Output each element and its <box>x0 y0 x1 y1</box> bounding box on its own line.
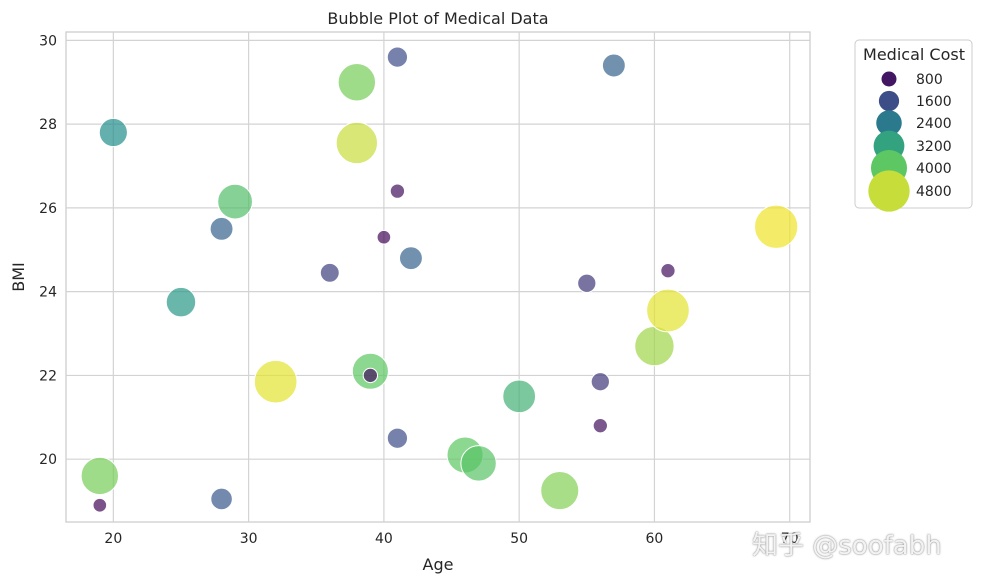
data-bubble <box>590 372 610 392</box>
legend-label: 3200 <box>916 139 952 155</box>
data-bubble <box>217 183 253 220</box>
x-tick-labels: 20 30 40 50 60 70 <box>104 531 798 547</box>
legend-label: 800 <box>916 72 943 88</box>
data-bubble <box>577 273 597 293</box>
legend-marker <box>876 110 902 136</box>
x-tick-label: 30 <box>240 531 258 547</box>
y-tick-labels: 20 22 24 26 28 30 <box>39 33 57 468</box>
legend-title: Medical Cost <box>863 45 965 64</box>
data-bubble <box>398 246 423 271</box>
data-bubble <box>386 427 409 449</box>
data-bubble <box>754 204 799 249</box>
data-bubble <box>460 445 497 482</box>
legend-label: 4800 <box>916 184 952 200</box>
data-bubble <box>253 359 298 404</box>
data-bubble <box>660 263 676 279</box>
data-bubble <box>165 286 197 318</box>
data-bubble <box>540 471 580 511</box>
y-axis-label: BMI <box>9 262 28 292</box>
data-bubble <box>389 183 406 199</box>
data-bubble <box>376 229 392 245</box>
data-bubble <box>210 487 233 511</box>
y-tick-label: 22 <box>39 368 57 384</box>
data-bubble <box>646 288 690 333</box>
data-bubble <box>92 497 108 513</box>
legend-marker <box>881 71 897 87</box>
y-tick-label: 28 <box>39 117 57 133</box>
data-bubble <box>319 262 340 283</box>
y-tick-label: 24 <box>39 285 57 301</box>
data-bubble <box>337 63 377 102</box>
x-tick-label: 40 <box>375 531 393 547</box>
bubbles <box>80 46 799 513</box>
legend-label: 4000 <box>916 161 952 177</box>
y-tick-label: 30 <box>39 33 57 49</box>
data-bubble <box>386 46 409 68</box>
data-bubble <box>502 379 537 414</box>
data-bubble <box>592 418 608 434</box>
watermark: 知乎 @soofabh <box>752 531 942 561</box>
data-bubble <box>209 216 234 241</box>
y-tick-label: 20 <box>39 452 57 468</box>
data-bubble <box>98 117 128 148</box>
data-bubble <box>601 53 626 78</box>
x-tick-label: 60 <box>646 531 664 547</box>
data-bubble <box>80 456 120 496</box>
data-bubble <box>362 367 379 384</box>
x-axis-label: Age <box>423 555 454 574</box>
y-tick-label: 26 <box>39 201 57 217</box>
chart-title: Bubble Plot of Medical Data <box>327 9 548 28</box>
x-tick-label: 20 <box>104 531 122 547</box>
legend: Medical Cost 800 1600 2400 3200 4000 4800 <box>854 39 973 212</box>
x-tick-label: 70 <box>781 531 799 547</box>
data-bubble <box>335 121 379 165</box>
plot-area <box>65 31 811 523</box>
legend-label: 1600 <box>916 94 952 110</box>
legend-label: 2400 <box>916 116 952 132</box>
legend-marker <box>868 170 910 212</box>
grid <box>66 32 810 522</box>
legend-marker <box>878 90 900 112</box>
x-tick-label: 50 <box>510 531 528 547</box>
